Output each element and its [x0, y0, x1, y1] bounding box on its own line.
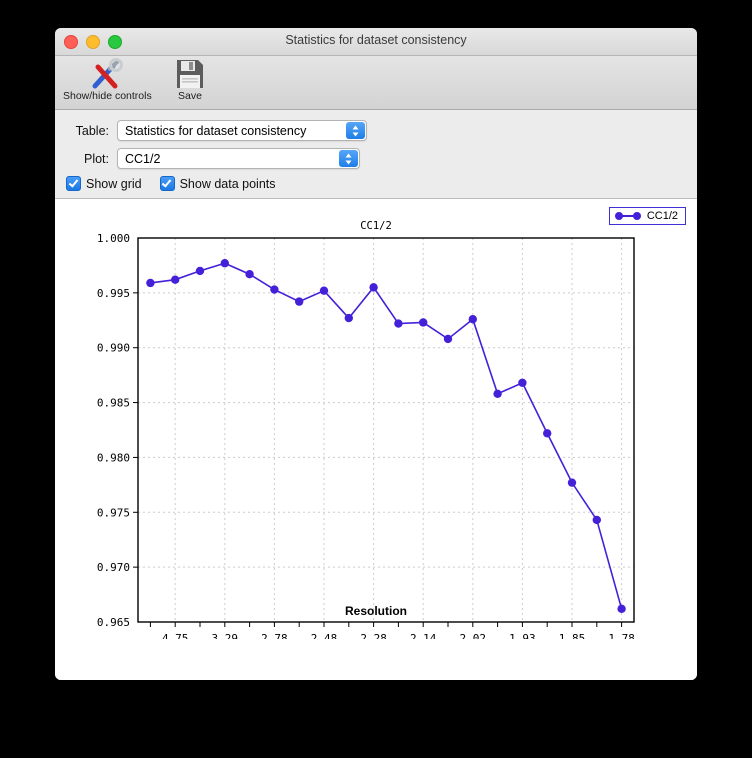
show-grid-label: Show grid — [86, 176, 142, 191]
show-data-points-label: Show data points — [179, 176, 276, 191]
window-title: Statistics for dataset consistency — [285, 33, 467, 47]
show-hide-controls-button[interactable]: Show/hide controls — [63, 58, 152, 102]
plot-select-value: CC1/2 — [125, 151, 161, 166]
data-point — [617, 604, 626, 614]
x-tick-label: 4.75 — [162, 632, 189, 639]
plot-select[interactable]: CC1/2 — [117, 148, 360, 169]
data-point — [245, 270, 254, 279]
floppy-disk-icon — [173, 58, 207, 90]
plot-canvas: CC1/2 CC1/2 1.000 0.995 0.990 0.985 0.980 0.9… — [55, 199, 697, 680]
data-point — [344, 313, 353, 323]
app-window: Statistics for dataset consistency Show/… — [55, 28, 697, 680]
chart-title: CC1/2 — [360, 220, 392, 232]
chart-xlabel: Resolution — [345, 604, 407, 618]
x-tick-label: 2.28 — [360, 632, 387, 639]
chart-svg: 1.000 0.995 0.990 0.985 0.980 0.975 0.970 0.965… — [97, 232, 635, 639]
minimize-button[interactable] — [86, 35, 100, 49]
table-select-value: Statistics for dataset consistency — [125, 123, 307, 138]
y-tick-label: 1.000 — [97, 232, 130, 245]
legend-label: CC1/2 — [646, 210, 678, 222]
data-point — [567, 478, 577, 487]
y-tick-label: 0.980 — [97, 451, 130, 464]
window-titlebar: Statistics for dataset consistency — [55, 28, 697, 56]
data-point — [592, 515, 601, 525]
y-tick-label: 0.990 — [97, 342, 130, 355]
table-select[interactable]: Statistics for dataset consistency — [117, 120, 367, 141]
x-tick-label: 2.14 — [410, 632, 437, 639]
x-tick-label: 1.93 — [509, 632, 536, 639]
tools-icon — [63, 58, 152, 90]
plot-label: Plot: — [83, 151, 109, 166]
zoom-button[interactable] — [108, 35, 122, 49]
data-point — [518, 378, 527, 388]
show-grid-checkbox[interactable] — [66, 176, 81, 191]
table-row: Table: Statistics for dataset consistenc… — [55, 118, 697, 143]
data-point — [171, 275, 180, 284]
x-tick-label: 2.48 — [311, 632, 338, 639]
save-button[interactable]: Save — [173, 58, 207, 102]
checkbox-row: Show grid Show data points — [55, 176, 697, 191]
data-point — [220, 259, 229, 268]
data-point — [146, 278, 155, 288]
chart-legend[interactable]: CC1/2 — [608, 207, 686, 225]
chevron-updown-icon[interactable] — [346, 122, 365, 139]
x-tick-label: 2.02 — [460, 632, 487, 639]
close-button[interactable] — [64, 35, 78, 49]
y-tick-label: 0.995 — [97, 287, 130, 300]
chevron-updown-icon[interactable] — [339, 150, 358, 167]
controls-panel: Table: Statistics for dataset consistenc… — [55, 110, 697, 199]
data-point — [443, 334, 453, 344]
y-tick-label: 0.965 — [97, 616, 130, 629]
data-point — [493, 389, 502, 398]
data-point — [394, 319, 403, 328]
data-point — [319, 286, 329, 295]
x-tick-label: 1.85 — [559, 632, 586, 639]
x-tick-label: 1.78 — [608, 632, 635, 639]
save-label: Save — [178, 90, 202, 102]
show-hide-controls-label: Show/hide controls — [63, 90, 152, 102]
y-tick-label: 0.975 — [97, 506, 130, 519]
data-point — [270, 285, 279, 294]
x-tick-label: 3.29 — [212, 632, 239, 639]
table-label: Table: — [75, 123, 109, 138]
x-tick-label: 2.78 — [261, 632, 288, 639]
data-point — [369, 283, 378, 292]
data-point — [543, 429, 552, 438]
plot-row: Plot: CC1/2 — [55, 146, 697, 171]
data-point — [195, 266, 205, 276]
window-controls — [64, 35, 122, 49]
show-data-points-checkbox[interactable] — [159, 176, 175, 191]
y-tick-label: 0.970 — [97, 561, 130, 574]
y-tick-label: 0.985 — [97, 397, 130, 410]
data-point — [419, 318, 428, 327]
legend-marker-icon — [614, 212, 641, 220]
data-point — [295, 297, 304, 306]
data-point — [468, 314, 477, 324]
toolbar: Show/hide controls Save — [55, 56, 697, 110]
